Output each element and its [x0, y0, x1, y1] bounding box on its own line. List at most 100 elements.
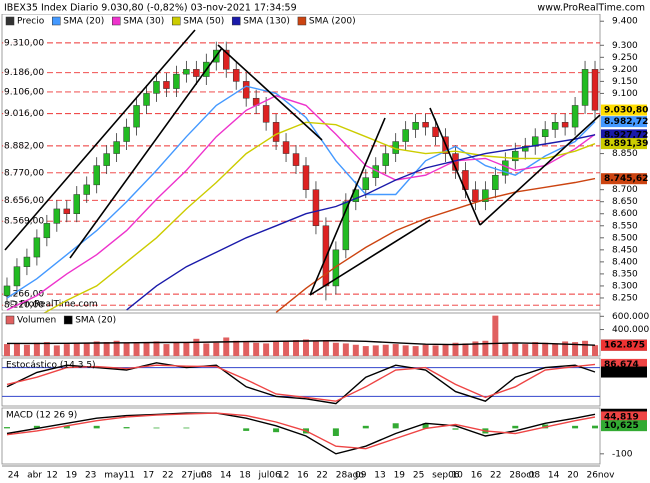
histogram-bar	[33, 425, 40, 429]
candle-body	[561, 122, 569, 128]
trend-line	[429, 107, 481, 226]
volume-bar	[402, 345, 409, 356]
x-tick-label: 14	[220, 471, 232, 481]
candle-body	[83, 184, 90, 195]
header-site: www.ProRealTime.com	[537, 3, 645, 14]
x-tick-label: 28ago	[336, 471, 365, 481]
series-line	[6, 363, 596, 402]
volume-bar	[263, 343, 270, 356]
volume-bar	[462, 343, 469, 356]
x-tick-label: 23	[85, 471, 96, 481]
trend-line	[69, 47, 223, 259]
candle-body	[402, 129, 409, 142]
candle-body	[482, 189, 489, 202]
series-line	[6, 85, 596, 299]
volume-bar	[143, 342, 150, 356]
level-label-bg	[3, 140, 47, 151]
trend-line	[309, 219, 431, 296]
volume-bar	[562, 341, 569, 356]
volume-bar	[582, 340, 589, 356]
value-badge-label: 8.927,72	[604, 130, 648, 140]
y-tick-label: 9.100	[612, 89, 638, 99]
level-label-bg	[3, 216, 47, 227]
histogram-bar	[273, 428, 280, 433]
legend-swatch	[52, 16, 61, 26]
histogram-bar	[183, 427, 190, 429]
legend-label: SMA (20)	[75, 316, 116, 326]
histogram-bar	[452, 428, 459, 430]
volume-bar	[63, 344, 70, 356]
volume-bar	[33, 342, 40, 356]
candle-body	[173, 73, 180, 89]
y-tick-label: 400.000	[612, 325, 649, 335]
value-badge-label: 162.875	[604, 341, 645, 351]
x-tick-label: 20	[567, 471, 579, 481]
volume-bar	[322, 340, 329, 356]
candle-body	[512, 150, 519, 162]
x-tick-label: 22	[316, 471, 327, 481]
candle-body	[332, 249, 340, 287]
y-tick-label: -100	[612, 449, 633, 459]
value-badge	[601, 116, 647, 128]
volume-bar	[592, 345, 599, 356]
legend-swatch	[231, 16, 241, 26]
volume-bar	[492, 315, 499, 356]
candle-body	[133, 105, 140, 128]
x-tick-label: sep06	[432, 471, 460, 481]
y-tick-label: 8.500	[612, 233, 638, 243]
candle-body	[193, 69, 200, 77]
value-badge-label: 70,782	[604, 368, 639, 378]
y-tick-label: 8.850	[612, 149, 638, 159]
value-badge	[601, 129, 647, 141]
candle-body	[223, 49, 230, 70]
y-tick-label: 8.550	[612, 221, 638, 231]
candle-body	[123, 126, 130, 142]
y-tick-label: 8.700	[612, 185, 638, 195]
volume-bar	[13, 343, 20, 356]
legend-label: MACD (12 26 9)	[6, 411, 77, 421]
trend-line	[479, 114, 601, 226]
volume-bar	[522, 344, 529, 356]
volume-bar	[432, 345, 439, 356]
value-badge-label: 10,625	[604, 421, 639, 431]
value-badge	[601, 411, 647, 423]
legend-label: SMA (50)	[183, 17, 224, 27]
y-tick-label: 9.150	[612, 77, 638, 87]
value-badge-label: 8.982,72	[604, 117, 648, 127]
level-label: 8.266,00	[4, 290, 44, 300]
x-tick-label: 13	[374, 471, 385, 481]
candle-body	[153, 81, 160, 94]
volume-bar	[3, 344, 10, 356]
histogram-bar	[572, 425, 579, 429]
y-tick-label: 8.250	[612, 293, 638, 303]
x-tick-label: abr	[27, 471, 42, 481]
legend-label: Estocástico (14 3 5)	[6, 361, 96, 371]
volume-bar	[572, 342, 579, 356]
legend-swatch	[5, 16, 15, 26]
candle-body	[302, 165, 310, 190]
x-tick-label: 12	[278, 471, 289, 481]
x-tick-label: 28oct	[509, 471, 535, 481]
histogram-bar	[63, 425, 70, 429]
x-tick-label: 19	[394, 471, 406, 481]
candle-body	[33, 237, 41, 258]
panel-frame	[1, 407, 601, 465]
histogram-bar	[422, 423, 429, 429]
level-label-bg	[3, 86, 47, 97]
level-label: 9.106,00	[4, 87, 44, 97]
value-badge-label: 8.745,62	[604, 174, 648, 184]
volume-bar	[153, 341, 160, 356]
volume-bar	[43, 342, 50, 356]
candle-body	[3, 285, 11, 296]
candle-body	[282, 141, 290, 154]
candle-body	[73, 194, 80, 214]
volume-bar	[123, 342, 130, 356]
y-tick-label: 8.600	[612, 209, 638, 219]
volume-bar	[273, 341, 280, 356]
legend-swatch	[112, 16, 121, 26]
candle-body	[262, 105, 270, 123]
volume-bar	[173, 342, 180, 356]
volume-bar	[193, 338, 200, 356]
volume-bar	[223, 337, 230, 356]
x-tick-label: jul06	[258, 471, 281, 481]
